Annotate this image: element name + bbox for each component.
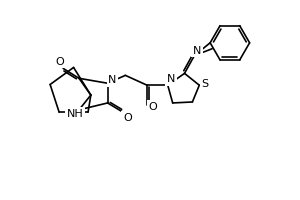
Text: S: S xyxy=(202,79,209,89)
Text: NH: NH xyxy=(67,109,83,119)
Text: O: O xyxy=(123,113,132,123)
Text: N: N xyxy=(108,75,117,85)
Text: O: O xyxy=(148,102,157,112)
Text: N: N xyxy=(193,46,202,56)
Text: O: O xyxy=(55,57,64,67)
Text: N: N xyxy=(167,74,175,84)
